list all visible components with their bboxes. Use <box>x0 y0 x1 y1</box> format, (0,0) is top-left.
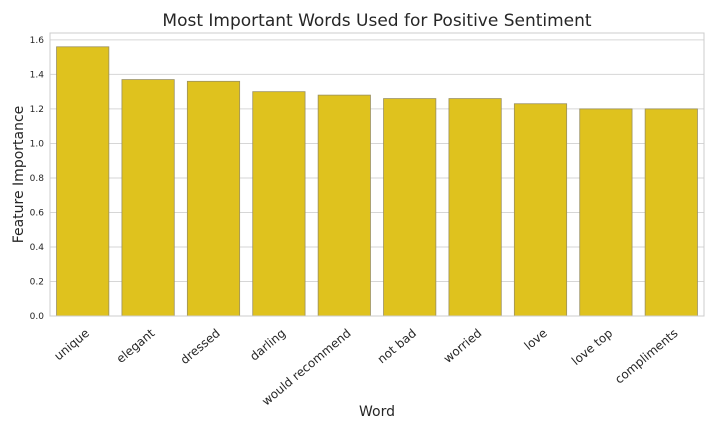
y-tick-labels: 0.0 0.2 0.4 0.6 0.8 1.0 1.2 1.4 1.6 <box>30 36 45 322</box>
bars <box>56 46 698 317</box>
y-axis-label: Feature Importance <box>11 106 27 244</box>
x-tick-label: worried <box>441 326 485 366</box>
x-tick-label: dressed <box>178 326 223 367</box>
y-tick-label: 1.6 <box>30 36 45 46</box>
x-tick-label: darling <box>247 326 288 364</box>
y-tick-label: 0.4 <box>30 243 45 253</box>
y-tick-label: 0.8 <box>30 174 45 184</box>
x-tick-label: unique <box>52 326 93 363</box>
y-tick-label: 1.2 <box>30 105 44 115</box>
x-axis-label: Word <box>359 404 395 420</box>
plot-frame <box>49 32 705 317</box>
bar-would-recommend <box>317 94 371 317</box>
bar-dressed <box>186 80 241 317</box>
x-tick-label: not bad <box>375 326 419 366</box>
bar-darling <box>252 91 306 317</box>
y-tick-label: 0.6 <box>30 208 45 218</box>
bar-worried <box>448 98 502 317</box>
bar-love-top <box>579 108 633 317</box>
x-tick-label: love top <box>569 326 615 368</box>
y-tick-label: 0.0 <box>30 312 45 322</box>
x-tick-label: love <box>522 326 550 353</box>
bar-elegant <box>121 79 175 317</box>
x-tick-label: elegant <box>114 326 158 366</box>
bar-unique <box>56 46 110 317</box>
bar-not-bad <box>383 98 437 317</box>
x-tick-label: compliments <box>612 326 680 387</box>
y-tick-label: 1.0 <box>30 139 45 149</box>
bar-compliments <box>644 108 698 317</box>
bar-love <box>513 103 568 317</box>
y-tick-label: 1.4 <box>30 70 45 80</box>
chart-title: Most Important Words Used for Positive S… <box>162 11 592 31</box>
y-tick-label: 0.2 <box>30 277 44 287</box>
